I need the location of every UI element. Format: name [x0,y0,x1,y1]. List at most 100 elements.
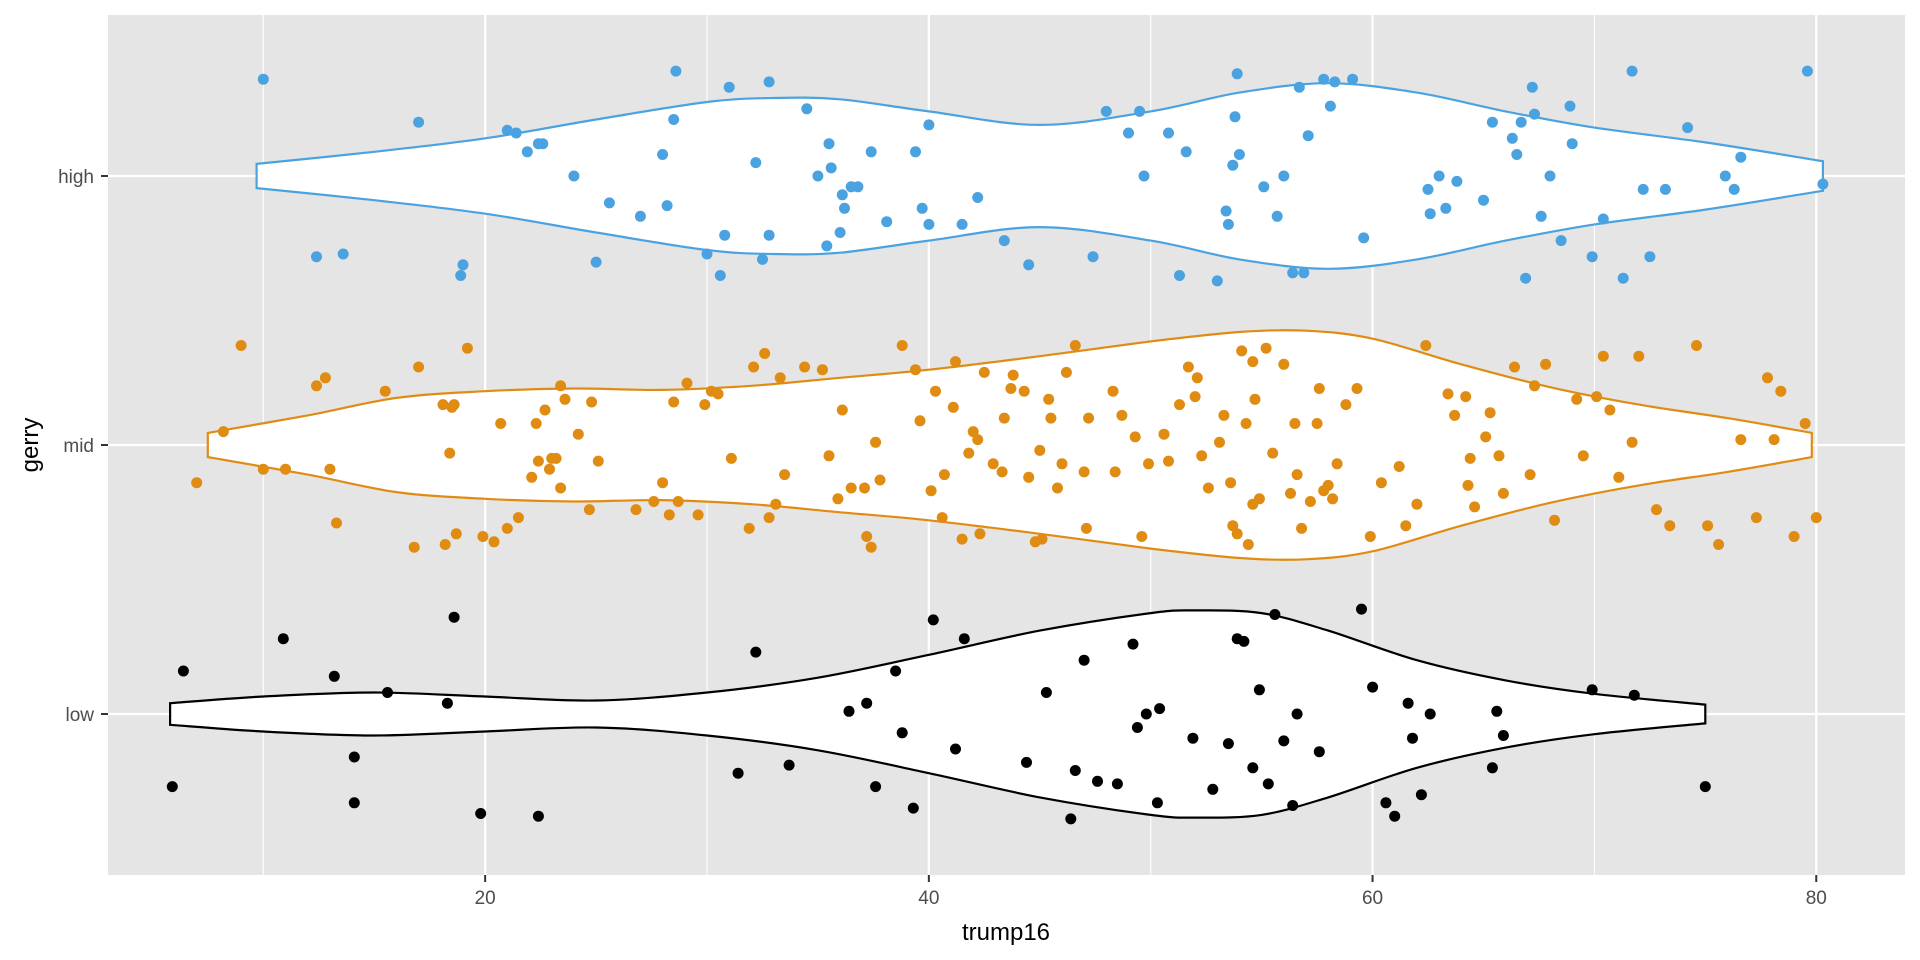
point-mid [987,458,999,470]
point-low [441,697,453,709]
point-high [763,76,775,88]
point-high [1566,138,1578,150]
point-mid [648,496,660,507]
point-high [852,181,864,193]
point-low [1069,765,1081,776]
point-mid [896,340,908,351]
point-low [1092,775,1103,787]
point-mid [1278,358,1290,370]
point-mid [770,498,782,510]
point-high [257,73,269,85]
point-high [834,227,846,238]
point-mid [978,366,990,378]
point-mid [1509,361,1520,373]
point-mid [692,509,704,521]
point-mid [1469,501,1481,513]
point-high [1682,122,1694,134]
point-high [719,229,731,241]
point-low [166,781,178,793]
point-high [1302,130,1314,142]
point-mid [1182,361,1194,373]
point-mid [956,533,968,545]
point-mid [1311,418,1323,429]
point-low [896,727,908,739]
point-high [916,202,928,214]
point-mid [681,377,693,389]
point-mid [914,415,926,427]
point-high [1520,272,1532,284]
point-low [1287,800,1299,811]
x-axis-title: trump16 [962,919,1050,946]
point-mid [1364,531,1376,542]
point-low [1491,705,1503,717]
point-mid [1597,350,1609,362]
point-mid [1296,522,1308,534]
point-high [1358,232,1370,244]
point-mid [1174,399,1185,411]
data-points [166,65,1829,825]
point-high [910,146,921,158]
point-high [1617,272,1629,284]
point-mid [1289,418,1301,429]
point-mid [1191,372,1203,384]
x-axis-ticks: 20 40 60 80 [475,875,1827,909]
point-mid [865,541,877,553]
point-low [732,767,744,779]
point-mid [1442,388,1454,400]
point-mid [1529,380,1540,392]
point-mid [1109,466,1121,478]
point-mid [1313,383,1325,394]
point-low [1247,762,1259,774]
x-tick-label: 60 [1362,888,1383,909]
point-mid [437,399,449,411]
point-mid [1056,458,1068,470]
point-low [950,743,961,755]
point-high [1100,105,1112,117]
point-high [714,270,726,281]
point-high [661,200,673,212]
point-mid [1540,358,1552,370]
point-high [568,170,580,182]
point-high [1222,218,1234,230]
point-mid [1497,487,1509,499]
violin-high [255,82,1824,270]
point-mid [1762,372,1773,384]
point-mid [910,364,921,376]
y-axis-ticks: low mid high [58,167,108,726]
point-mid [586,396,598,408]
point-mid [448,399,460,411]
point-high [1511,149,1523,160]
point-low [1424,708,1436,720]
point-mid [1060,366,1072,378]
point-high [1506,132,1518,144]
point-high [1258,181,1270,193]
point-mid [859,482,870,494]
point-mid [1052,482,1063,494]
point-low [1402,697,1414,709]
point-mid [836,404,848,416]
point-mid [663,509,675,521]
point-high [1526,81,1538,93]
point-high [750,157,762,169]
point-mid [555,482,567,494]
point-mid [972,434,984,446]
point-low [1586,684,1598,696]
point-mid [1304,496,1316,507]
point-high [1597,213,1609,225]
point-mid [1549,514,1560,526]
point-mid [532,455,544,467]
point-mid [699,399,711,411]
point-mid [572,428,584,440]
point-high [1227,159,1239,171]
point-mid [1007,369,1019,381]
point-mid [759,348,771,359]
point-mid [1493,450,1505,462]
point-mid [1107,385,1119,397]
point-low [1187,732,1199,744]
point-mid [1460,391,1472,403]
point-mid [1775,385,1787,397]
point-mid [672,496,684,507]
point-high [1719,170,1731,182]
point-mid [217,426,229,438]
point-mid [311,380,322,392]
